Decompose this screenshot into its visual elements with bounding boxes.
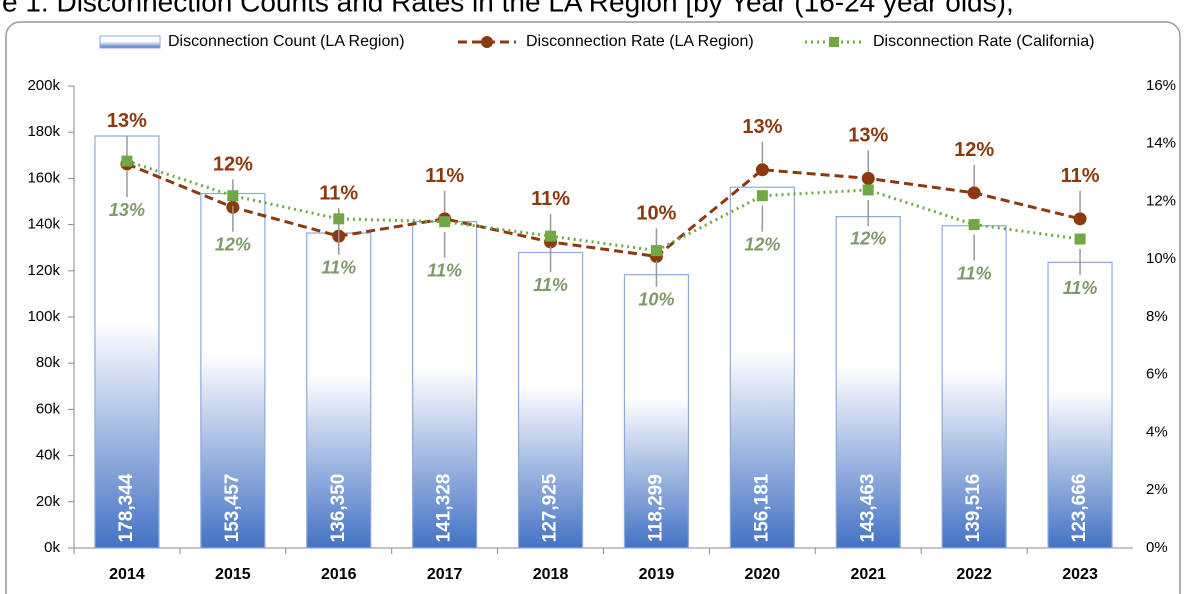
bar <box>94 135 160 549</box>
rate-value-label: 10% <box>636 203 676 225</box>
y-tick-label: 200k <box>27 77 60 94</box>
y2-tick-label: 8% <box>1146 308 1168 325</box>
rate-marker <box>755 163 769 177</box>
bar-value-label: 118,299 <box>645 474 666 542</box>
bar-value-label: 178,344 <box>116 473 137 542</box>
rate-value-label: 11% <box>533 275 568 295</box>
rate-value-label: 11% <box>1061 165 1100 187</box>
bar-value-label: 141,328 <box>434 474 455 543</box>
x-tick-label: 2020 <box>745 566 781 583</box>
rate-value-label: 11% <box>957 263 992 283</box>
rate-marker <box>756 190 768 202</box>
rate-marker <box>227 190 239 202</box>
legend-marker <box>481 36 493 48</box>
y2-tick-label: 12% <box>1146 192 1176 209</box>
x-tick-label: 2019 <box>639 566 675 583</box>
rate-value-label: 12% <box>954 139 994 161</box>
bar <box>200 192 266 549</box>
rate-marker <box>650 245 662 257</box>
rate-marker <box>968 219 980 231</box>
rate-value-label: 12% <box>744 234 780 254</box>
chart-frame <box>5 21 1181 594</box>
rate-value-label: 12% <box>213 154 253 176</box>
chart-title: e 1: Disconnection Counts and Rates in t… <box>2 0 1014 17</box>
bar <box>517 251 584 549</box>
rate-value-label: 11% <box>531 188 570 210</box>
bar <box>729 186 795 549</box>
x-tick-label: 2022 <box>956 566 992 583</box>
rate-marker <box>861 171 875 185</box>
y2-tick-label: 10% <box>1146 250 1176 267</box>
bar <box>623 274 690 549</box>
rate-value-label: 10% <box>638 289 674 309</box>
legend-swatch <box>99 35 161 49</box>
x-tick-label: 2018 <box>533 566 569 583</box>
x-tick-label: 2015 <box>215 566 251 583</box>
rate-value-label: 13% <box>107 110 147 132</box>
bar-value-label: 139,516 <box>963 474 984 543</box>
y-tick-label: 60k <box>36 400 61 417</box>
legend-label: Disconnection Count (LA Region) <box>168 33 405 50</box>
rate-marker <box>333 213 345 225</box>
y-tick-label: 180k <box>27 123 60 140</box>
x-tick-label: 2016 <box>321 566 357 583</box>
rate-line <box>126 159 1081 253</box>
bar-value-label: 153,457 <box>222 474 243 543</box>
y2-tick-label: 16% <box>1146 77 1176 94</box>
bar-value-label: 156,181 <box>751 473 772 542</box>
rate-value-label: 11% <box>1063 278 1098 298</box>
rate-marker <box>967 186 981 200</box>
rate-marker <box>1073 212 1087 226</box>
rate-value-label: 11% <box>321 258 356 278</box>
y2-tick-label: 14% <box>1146 135 1176 152</box>
y2-tick-label: 0% <box>1146 539 1168 556</box>
x-tick-label: 2021 <box>850 566 886 583</box>
legend-marker <box>829 37 839 47</box>
rate-value-label: 13% <box>848 125 888 147</box>
rate-marker <box>1074 233 1086 245</box>
y-tick-label: 100k <box>27 308 60 325</box>
y-tick-label: 0k <box>44 539 60 556</box>
x-tick-label: 2014 <box>109 566 145 583</box>
rate-value-label: 12% <box>850 229 886 249</box>
rate-line <box>126 162 1081 258</box>
bar-value-label: 127,925 <box>540 473 561 542</box>
rate-marker <box>862 184 874 196</box>
rate-marker <box>121 155 133 167</box>
bar <box>941 225 1007 549</box>
y-tick-label: 40k <box>36 447 61 464</box>
y-tick-label: 120k <box>27 262 60 279</box>
bar-value-label: 123,666 <box>1069 474 1090 543</box>
y-tick-label: 140k <box>27 216 60 233</box>
y-tick-label: 20k <box>36 493 61 510</box>
rate-marker <box>545 230 557 242</box>
rate-value-label: 11% <box>427 260 462 280</box>
x-tick-label: 2023 <box>1062 566 1098 583</box>
rate-value-label: 13% <box>109 200 145 220</box>
bar <box>835 216 901 549</box>
legend-label: Disconnection Rate (California) <box>873 33 1094 50</box>
y-tick-label: 160k <box>27 169 60 186</box>
y-tick-label: 80k <box>36 354 61 371</box>
rate-value-label: 11% <box>425 165 464 187</box>
rate-value-label: 13% <box>742 116 782 138</box>
x-tick-label: 2017 <box>427 566 463 583</box>
rate-value-label: 12% <box>215 234 251 254</box>
rate-marker <box>439 216 451 228</box>
bar <box>412 220 478 549</box>
bar-value-label: 136,350 <box>328 474 349 543</box>
bar-value-label: 143,463 <box>857 474 878 543</box>
y2-tick-label: 2% <box>1146 481 1168 498</box>
bar <box>1047 261 1113 549</box>
rate-value-label: 11% <box>319 182 358 204</box>
y2-tick-label: 4% <box>1146 423 1168 440</box>
y2-tick-label: 6% <box>1146 366 1168 383</box>
legend-label: Disconnection Rate (LA Region) <box>526 33 754 50</box>
